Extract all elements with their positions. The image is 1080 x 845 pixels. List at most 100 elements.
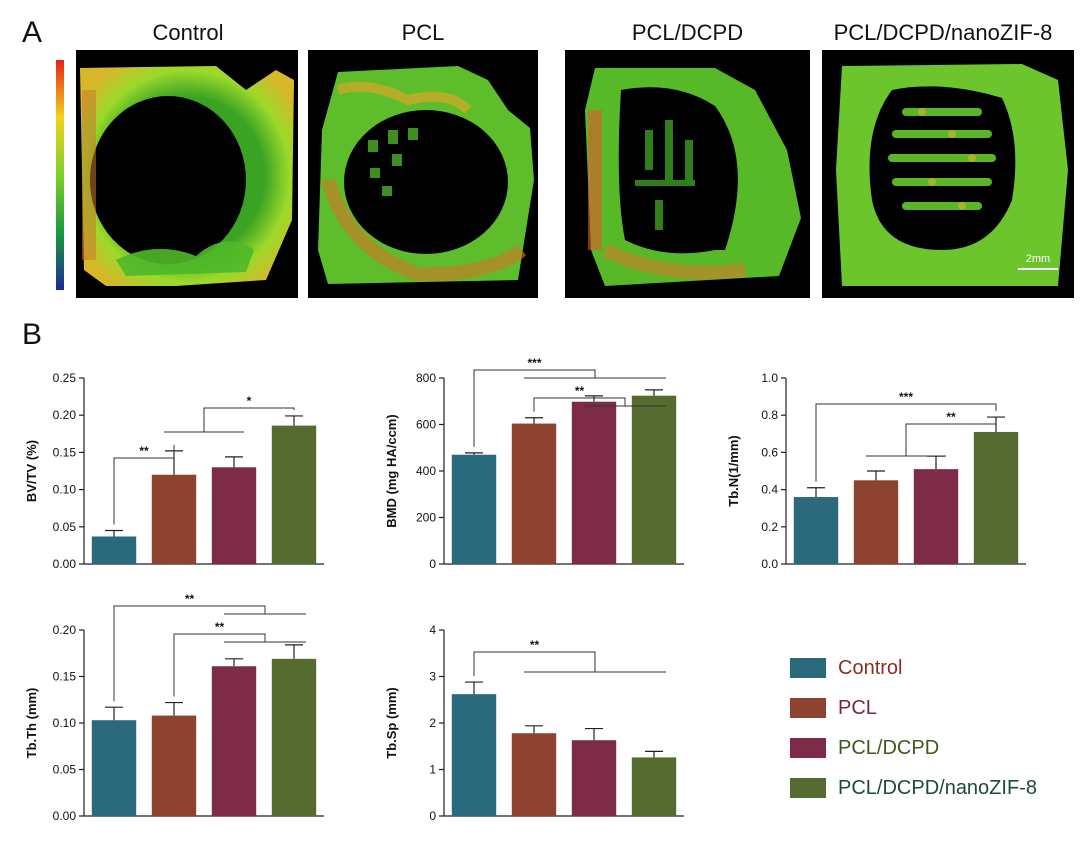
significance-label: *** [527,356,541,370]
y-tick-label: 0.05 [53,763,77,777]
legend-label-pcl: PCL [838,696,877,719]
bar-pcl-dcpd [211,666,257,816]
bar-pcl-dcpd [571,740,617,816]
y-tick-label: 0 [429,557,436,571]
y-tick-label: 0.6 [761,445,778,459]
y-tick-label: 0 [429,809,436,823]
significance-bracket [473,369,596,447]
scan-image-pcl-dcpd [565,50,810,298]
color-scale-bar [56,60,64,290]
significance-bracket [905,423,996,456]
y-tick-label: 0.00 [53,557,77,571]
panel-a-letter: A [22,16,43,49]
y-tick-label: 0.15 [53,445,77,459]
y-tick-label: 4 [429,623,436,637]
y-tick-label: 0.4 [761,483,778,497]
significance-label: ** [946,410,956,424]
bar-pcl-dcpd [211,467,257,564]
legend-label-pcl-dcpd: PCL/DCPD [838,736,940,759]
panel-b-letter: B [22,318,43,351]
image-label-control: Control [152,20,224,45]
y-tick-label: 0.10 [53,716,77,730]
bar-pcl-dcpd [571,401,617,564]
y-tick-label: 600 [416,418,436,432]
significance-bracket [173,633,266,697]
significance-bracket [473,651,596,677]
legend-swatch-pcl-dcpd-zif [790,778,826,798]
scale-bar-label: 2mm [1026,253,1050,265]
bar-control [91,720,137,816]
significance-label: *** [899,390,913,404]
significance-label: ** [215,620,225,634]
y-tick-label: 3 [429,670,436,684]
bar-control [91,536,137,564]
scan-image-pcl-dcpd-zif: 2mm [822,50,1074,298]
significance-label: ** [530,638,540,652]
scale-bar-line [1018,268,1058,270]
y-tick-label: 0.10 [53,483,77,497]
significance-bracket [203,407,295,432]
y-axis-label: BV/TV (%) [24,440,39,502]
bar-pcl-dcpd [913,469,959,564]
y-tick-label: 1 [429,763,436,777]
bar-pcl [511,423,557,564]
bar-control [451,454,497,564]
legend-item-pcl: PCL [790,688,1037,728]
y-tick-label: 2 [429,716,436,730]
y-tick-label: 0.00 [53,809,77,823]
y-tick-label: 0.15 [53,670,77,684]
legend-swatch-pcl [790,698,826,718]
bar-pcl-dcpd-nanozif-8 [973,431,1019,564]
significance-label: ** [185,592,195,606]
bar-pcl [511,733,557,816]
bar-control [793,497,839,564]
y-tick-label: 200 [416,511,436,525]
significance-bracket [113,605,266,702]
chart-bmd: 0 200 400 600 800 BMD (mg HA/ccm) *** ** [380,352,700,597]
legend-swatch-control [790,658,826,678]
y-axis-label: Tb.Th (mm) [24,688,39,759]
significance-bracket [533,397,626,412]
bar-pcl-dcpd-nanozif-8 [631,757,677,816]
scan-image-control [76,50,298,298]
bar-pcl-dcpd-nanozif-8 [631,395,677,564]
y-tick-label: 0.8 [761,408,778,422]
bar-pcl-dcpd-nanozif-8 [271,425,317,564]
chart-tb-n: 0.0 0.2 0.4 0.6 0.8 1.0 Tb.N(1/mm) *** ** [722,352,1042,597]
legend-swatch-pcl-dcpd [790,738,826,758]
y-axis-label: BMD (mg HA/ccm) [384,414,399,527]
image-label-pcl: PCL [401,20,445,45]
legend-item-pcl-dcpd-zif: PCL/DCPD/nanoZIF-8 [790,768,1037,808]
significance-label: ** [139,444,149,458]
image-label-pcl-dcpd-zif: PCL/DCPD/nanoZIF-8 [833,20,1053,45]
y-tick-label: 1.0 [761,371,778,385]
y-tick-label: 0.05 [53,520,77,534]
y-tick-label: 800 [416,371,436,385]
y-tick-label: 0.20 [53,623,77,637]
chart-tb-sp: 0 1 2 3 4 Tb.Sp (mm) ** [380,588,700,841]
chart-bv-tv: 0.00 0.05 0.10 0.15 0.20 0.25 BV/TV (%) ** * [20,352,340,597]
legend: Control PCL PCL/DCPD PCL/DCPD/nanoZIF-8 [790,648,1037,808]
significance-bracket [113,444,175,525]
legend-label-pcl-dcpd-zif: PCL/DCPD/nanoZIF-8 [838,776,1037,799]
bar-control [451,694,497,816]
y-tick-label: 0.20 [53,408,77,422]
legend-item-pcl-dcpd: PCL/DCPD [790,728,1037,768]
y-tick-label: 0.0 [761,557,778,571]
legend-label-control: Control [838,656,903,679]
significance-label: * [247,394,252,408]
y-tick-label: 0.25 [53,371,77,385]
bar-pcl [151,715,197,816]
scan-image-pcl [308,50,538,298]
y-axis-label: Tb.Sp (mm) [384,687,399,759]
y-tick-label: 0.2 [761,520,778,534]
significance-label: ** [575,384,585,398]
y-axis-label: Tb.N(1/mm) [726,435,741,507]
significance-bracket [815,403,997,482]
bar-pcl [853,480,899,564]
bar-pcl-dcpd-nanozif-8 [271,658,317,816]
image-label-pcl-dcpd: PCL/DCPD [631,20,744,45]
legend-item-control: Control [790,648,1037,688]
y-tick-label: 400 [416,464,436,478]
bar-pcl [151,474,197,564]
